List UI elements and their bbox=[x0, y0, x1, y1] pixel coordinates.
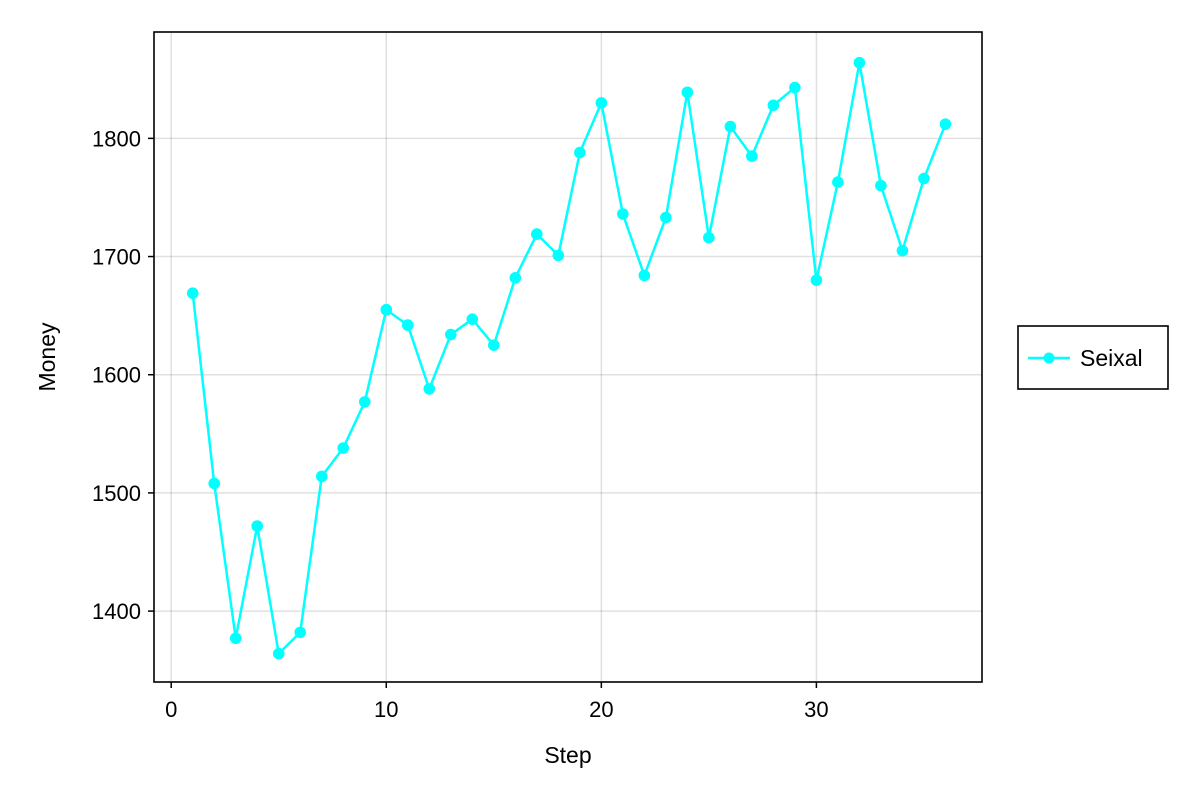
data-point bbox=[294, 626, 307, 639]
y-tick-label: 1400 bbox=[92, 599, 141, 624]
data-point bbox=[358, 396, 371, 408]
legend-box bbox=[1017, 325, 1169, 390]
data-point bbox=[767, 99, 780, 112]
data-point bbox=[251, 520, 264, 532]
legend-marker-swatch bbox=[1043, 352, 1055, 364]
x-tick-label: 0 bbox=[165, 697, 177, 722]
data-point bbox=[509, 272, 522, 284]
data-point bbox=[595, 97, 608, 109]
series-layer bbox=[186, 56, 952, 660]
y-tick-label: 1700 bbox=[92, 245, 141, 270]
x-tick-label: 20 bbox=[589, 697, 613, 722]
data-point bbox=[638, 269, 651, 282]
legend-label: Seixal bbox=[1080, 345, 1143, 371]
data-point bbox=[423, 383, 436, 395]
data-point bbox=[746, 150, 758, 162]
data-point bbox=[208, 477, 221, 490]
data-point bbox=[488, 339, 500, 351]
tick-labels: 0 10 20 30 1400 1500 1600 1700 1800 bbox=[92, 126, 829, 722]
grid-lines bbox=[154, 32, 982, 682]
data-point bbox=[552, 249, 565, 262]
data-point bbox=[337, 442, 350, 454]
tick-layer bbox=[148, 137, 818, 688]
data-point bbox=[681, 86, 694, 99]
data-point bbox=[229, 632, 242, 645]
y-tick-label: 1500 bbox=[92, 481, 141, 506]
data-point bbox=[380, 303, 393, 316]
data-point bbox=[401, 319, 414, 331]
plot-frame bbox=[153, 31, 983, 683]
data-point bbox=[272, 647, 285, 660]
data-point bbox=[724, 120, 737, 133]
y-tick-label: 1600 bbox=[92, 363, 141, 388]
data-point bbox=[939, 118, 952, 130]
legend: Seixal bbox=[1017, 325, 1169, 390]
x-tick-label: 10 bbox=[374, 697, 398, 722]
data-point bbox=[832, 176, 844, 188]
data-point bbox=[853, 56, 866, 69]
data-point bbox=[789, 81, 801, 94]
data-point bbox=[896, 244, 909, 257]
x-axis-label: Step bbox=[544, 742, 591, 768]
data-point bbox=[186, 287, 199, 299]
data-point bbox=[875, 179, 887, 192]
data-point bbox=[617, 208, 629, 220]
data-point bbox=[466, 313, 479, 325]
y-tick-label: 1800 bbox=[92, 126, 141, 151]
series-line bbox=[191, 61, 947, 655]
data-point bbox=[918, 172, 930, 185]
x-tick-label: 30 bbox=[804, 697, 828, 722]
data-point bbox=[574, 146, 586, 159]
data-point bbox=[810, 274, 823, 286]
y-axis-label: Money bbox=[34, 322, 60, 392]
data-point bbox=[703, 231, 715, 244]
data-point bbox=[531, 228, 543, 240]
data-point bbox=[315, 470, 328, 483]
data-point bbox=[444, 328, 457, 341]
data-point bbox=[660, 211, 672, 224]
